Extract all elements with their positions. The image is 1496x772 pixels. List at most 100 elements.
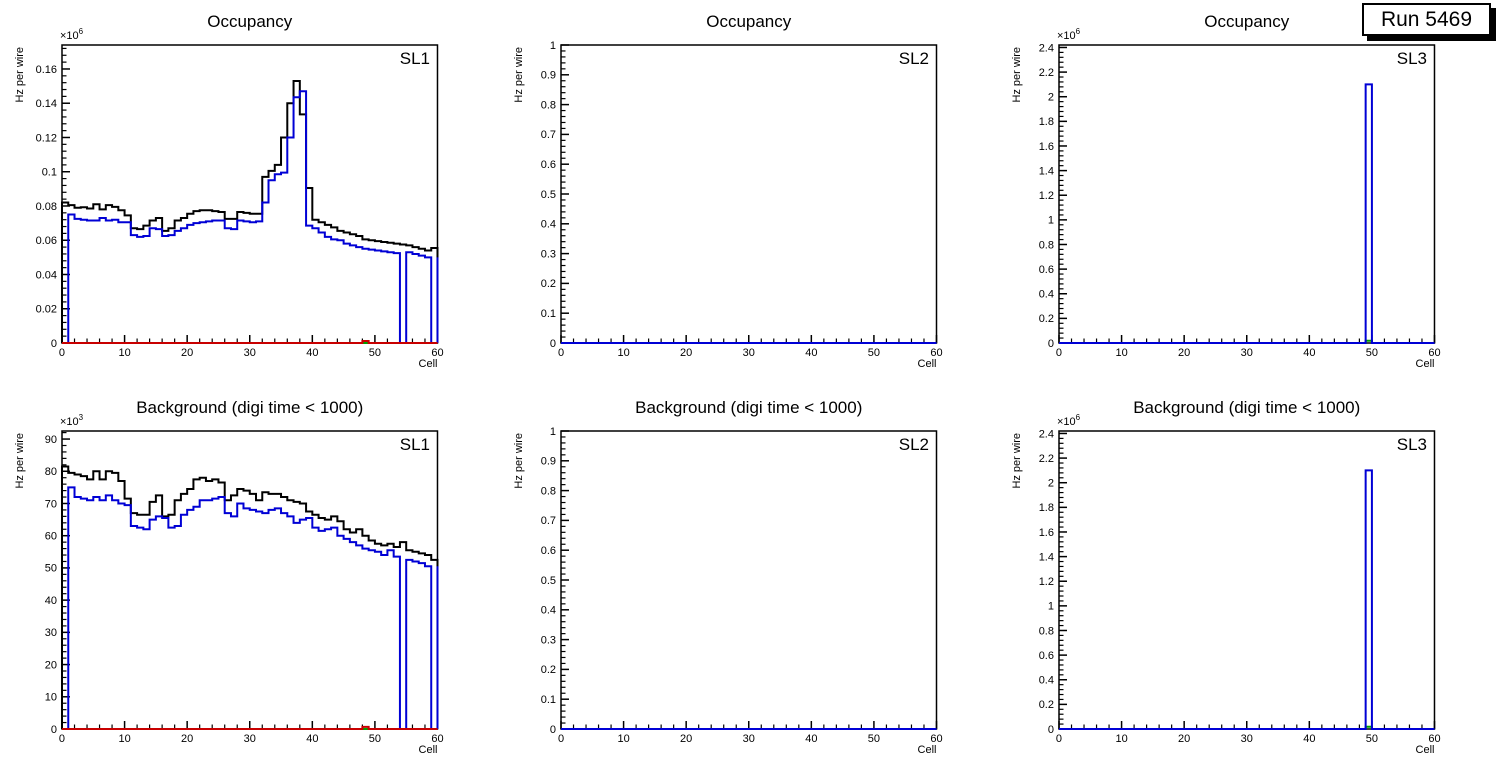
y-tick-label: 90: [45, 434, 57, 446]
x-tick-label: 50: [1366, 347, 1378, 359]
chart-title: Occupancy: [1205, 12, 1290, 31]
y-tick-label: 2.2: [1039, 67, 1054, 79]
y-tick-label: 0.6: [1039, 650, 1054, 662]
chart-background-sl2: Background (digi time < 1000) SL2 Hz per w…: [513, 398, 943, 756]
y-tick-label: 0.8: [540, 485, 555, 497]
y-tick-label: 0.7: [540, 129, 555, 141]
x-axis-title: Cell: [1416, 358, 1435, 370]
x-tick-label: 30: [742, 733, 754, 745]
y-tick-label: 2.4: [1039, 428, 1054, 440]
pad-label: SL3: [1397, 435, 1427, 454]
pad-label: SL2: [898, 49, 928, 68]
y-tick-label: 0.9: [540, 456, 555, 468]
x-axis-title: Cell: [917, 744, 936, 756]
y-tick-label: 0.3: [540, 248, 555, 260]
y-tick-label: 0.14: [36, 98, 57, 110]
y-tick-label: 1: [1048, 215, 1054, 227]
y-tick-label: 0.04: [36, 269, 57, 281]
y-tick-label: 0: [51, 724, 57, 736]
x-tick-label: 30: [1241, 347, 1253, 359]
histogram-hist-red-background-sl1: [61, 725, 438, 730]
y-tick-label: 1: [550, 426, 556, 438]
y-tick-label: 1: [550, 40, 556, 52]
x-tick-label: 40: [805, 733, 817, 745]
chart-title: Background (digi time < 1000): [136, 398, 363, 417]
chart-title: Occupancy: [706, 12, 792, 31]
y-tick-label: 0.2: [1039, 313, 1054, 325]
y-tick-label: 0.2: [540, 278, 555, 290]
y-tick-label: 2.2: [1039, 453, 1054, 465]
y-tick-label: 1.4: [1039, 165, 1054, 177]
x-tick-label: 0: [59, 733, 65, 745]
y-tick-label: 0.5: [540, 189, 555, 201]
y-tick-label: 80: [45, 466, 57, 478]
x-tick-label: 10: [118, 733, 130, 745]
y-tick-label: 0.9: [540, 70, 555, 82]
y-tick-label: 1.2: [1039, 576, 1054, 588]
plot-frame: [1058, 44, 1436, 344]
y-tick-label: 0.12: [36, 132, 57, 144]
x-tick-label: 0: [1056, 347, 1062, 359]
y-tick-label: 2: [1048, 478, 1054, 490]
histogram-hist-blue-occupancy-sl3: [1059, 83, 1435, 344]
x-tick-label: 0: [558, 733, 564, 745]
chart-title: Background (digi time < 1000): [635, 398, 862, 417]
x-tick-label: 10: [617, 347, 629, 359]
histogram-hist-black-background-sl1: [60, 465, 439, 729]
x-tick-label: 20: [680, 347, 692, 359]
y-tick-label: 2.4: [1039, 42, 1054, 54]
pad-label: SL1: [400, 435, 430, 454]
x-tick-label: 20: [680, 733, 692, 745]
y-tick-label: 0.5: [540, 575, 555, 587]
y-tick-label: 0.2: [1039, 699, 1054, 711]
y-tick-label: 30: [45, 627, 57, 639]
y-tick-label: 0.4: [1039, 289, 1054, 301]
y-tick-label: 0.16: [36, 64, 57, 76]
pad-label: SL3: [1397, 49, 1427, 68]
x-tick-label: 20: [1178, 733, 1190, 745]
y-tick-label: 0.8: [1039, 625, 1054, 637]
chart-background-sl3: Background (digi time < 1000) SL3 Hz per w…: [1011, 398, 1441, 756]
x-tick-label: 10: [1116, 347, 1128, 359]
chart-title: Occupancy: [207, 12, 292, 31]
x-tick-label: 40: [1304, 347, 1316, 359]
histogram-hist-blue-occupancy-sl1: [61, 90, 439, 344]
pad-occupancy-sl3: Occupancy SL3 Hz per wire Cell ×106 0 10 20 30 40…: [997, 0, 1496, 386]
y-tick-label: 2: [1048, 92, 1054, 104]
y-tick-label: 0.1: [42, 167, 57, 179]
y-tick-label: 0: [1048, 724, 1054, 736]
y-tick-label: 1.2: [1039, 190, 1054, 202]
x-tick-label: 10: [1116, 733, 1128, 745]
y-tick-label: 0.8: [540, 99, 555, 111]
x-tick-label: 40: [805, 347, 817, 359]
y-axis-title: Hz per wire: [513, 433, 525, 489]
run-number-pave: Run 5469: [1362, 3, 1491, 36]
x-axis-title: Cell: [917, 358, 936, 370]
y-tick-label: 50: [45, 563, 57, 575]
histogram-hist-blue-background-sl1: [61, 486, 439, 730]
y-tick-label: 0.8: [1039, 239, 1054, 251]
x-tick-label: 30: [1241, 733, 1253, 745]
x-tick-label: 50: [867, 733, 879, 745]
x-tick-label: 60: [431, 347, 443, 359]
y-axis-multiplier: ×106: [1057, 413, 1081, 428]
y-tick-label: 20: [45, 659, 57, 671]
x-tick-label: 50: [369, 347, 381, 359]
run-number-label: Run 5469: [1380, 7, 1473, 31]
y-tick-label: 0.3: [540, 634, 555, 646]
x-tick-label: 50: [369, 733, 381, 745]
x-tick-label: 60: [930, 347, 942, 359]
histogram-hist-red-occupancy-sl1: [61, 339, 438, 344]
x-tick-label: 20: [181, 347, 193, 359]
y-tick-label: 0.7: [540, 515, 555, 527]
y-axis-multiplier: ×106: [60, 27, 84, 42]
x-tick-label: 0: [59, 347, 65, 359]
y-axis-title: Hz per wire: [14, 433, 26, 489]
chart-occupancy-sl1: Occupancy SL1 Hz per wire Cell ×106 0 10 20 30 40…: [14, 12, 444, 370]
histogram-hist-black-occupancy-sl1: [60, 79, 439, 343]
pad-background-sl3: Background (digi time < 1000) SL3 Hz per w…: [997, 386, 1496, 772]
x-tick-label: 10: [617, 733, 629, 745]
